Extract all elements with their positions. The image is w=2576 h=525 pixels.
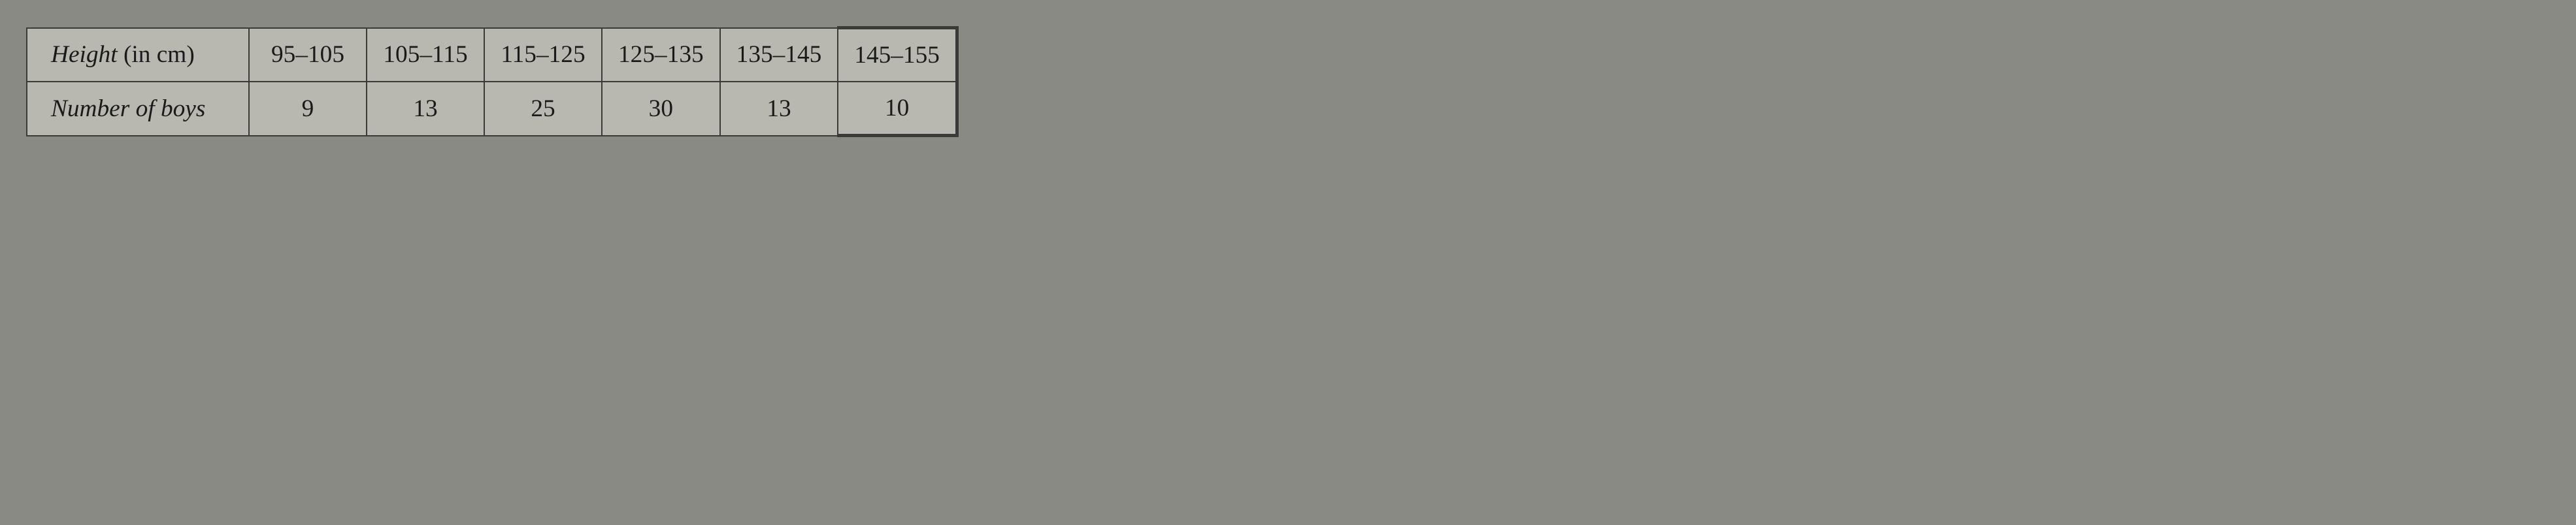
header-cell: 125–135 bbox=[602, 28, 720, 82]
header-unit-text: (in cm) bbox=[118, 41, 195, 68]
data-cell: 10 bbox=[838, 82, 957, 136]
table-row: Height (in cm) 95–105 105–115 115–125 12… bbox=[27, 28, 957, 82]
table: Height (in cm) 95–105 105–115 115–125 12… bbox=[26, 26, 959, 137]
row-header-label: Height (in cm) bbox=[27, 28, 249, 82]
frequency-table: Height (in cm) 95–105 105–115 115–125 12… bbox=[26, 26, 959, 137]
table-row: Number of boys 9 13 25 30 13 10 bbox=[27, 82, 957, 136]
data-cell: 13 bbox=[720, 82, 838, 136]
header-italic-text: Height bbox=[51, 41, 118, 68]
data-cell: 30 bbox=[602, 82, 720, 136]
header-cell: 95–105 bbox=[249, 28, 367, 82]
data-cell: 25 bbox=[484, 82, 602, 136]
row-header-label: Number of boys bbox=[27, 82, 249, 136]
header-cell: 115–125 bbox=[484, 28, 602, 82]
header-cell: 105–115 bbox=[367, 28, 484, 82]
data-cell: 13 bbox=[367, 82, 484, 136]
header-cell: 145–155 bbox=[838, 28, 957, 82]
header-cell: 135–145 bbox=[720, 28, 838, 82]
data-cell: 9 bbox=[249, 82, 367, 136]
